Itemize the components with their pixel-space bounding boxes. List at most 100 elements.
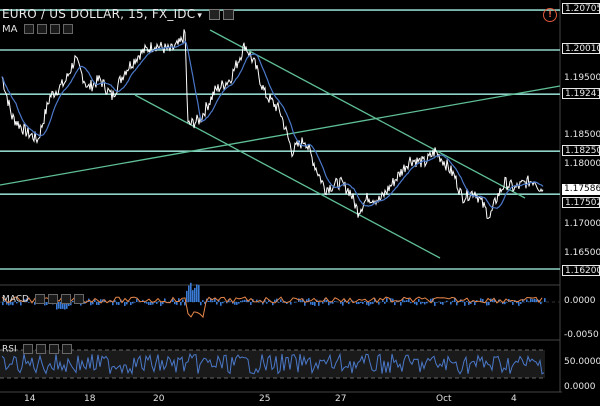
macd-histogram-bar — [378, 302, 380, 305]
price-label: 1.17502 — [562, 197, 600, 208]
macd-histogram-bar — [310, 302, 312, 305]
macd-histogram-bar — [384, 302, 386, 304]
macd-histogram-bar — [46, 302, 48, 306]
macd-histogram-bar — [520, 302, 522, 304]
macd-histogram-bar — [178, 298, 180, 302]
macd-histogram-bar — [352, 300, 354, 302]
macd-histogram-bar — [276, 298, 278, 302]
plus-icon[interactable] — [49, 24, 60, 34]
macd-histogram-bar — [130, 302, 132, 306]
macd-histogram-bar — [154, 302, 156, 303]
close-icon[interactable] — [62, 24, 73, 34]
macd-histogram-bar — [156, 302, 158, 304]
macd-histogram-bar — [20, 302, 22, 306]
macd-histogram-bar — [308, 298, 310, 302]
macd-histogram-bar — [188, 285, 190, 302]
macd-histogram-bar — [238, 302, 240, 304]
gear-icon[interactable] — [36, 24, 47, 34]
macd-histogram-bar — [200, 302, 202, 306]
macd-histogram-bar — [516, 302, 518, 304]
macd-histogram-bar — [194, 287, 196, 302]
rsi-axis-label: 50.0000 — [562, 357, 600, 368]
chevron-down-icon[interactable]: ▾ — [197, 11, 203, 21]
macd-histogram-bar — [144, 302, 146, 304]
macd-histogram-bar — [4, 300, 6, 302]
macd-histogram-bar — [274, 299, 276, 302]
settings-icon[interactable] — [209, 9, 221, 20]
macd-histogram-bar — [226, 302, 228, 304]
eye-icon[interactable] — [34, 294, 45, 304]
gear-icon[interactable] — [47, 294, 58, 304]
macd-histogram-bar — [192, 290, 194, 302]
macd-histogram-bar — [332, 302, 334, 304]
macd-histogram-bar — [246, 300, 248, 302]
eye-icon[interactable] — [23, 24, 34, 34]
macd-histogram-bar — [470, 302, 472, 304]
price-label: 1.19241 — [562, 88, 600, 99]
macd-histogram-bar — [416, 302, 418, 306]
macd-histogram-bar — [72, 300, 74, 302]
macd-histogram-bar — [294, 302, 296, 303]
macd-histogram-bar — [14, 301, 16, 302]
macd-histogram-bar — [216, 302, 218, 305]
symbol-title[interactable]: EURO / US DOLLAR, 15, FX_IDC ▾ — [2, 7, 235, 21]
eye-icon[interactable] — [22, 344, 33, 354]
macd-histogram-bar — [544, 298, 546, 302]
macd-histogram-bar — [244, 299, 246, 302]
rsi-indicator-label[interactable]: RSI — [2, 344, 72, 355]
macd-histogram-bar — [394, 302, 396, 306]
gear-icon[interactable] — [35, 344, 46, 354]
macd-histogram-bar — [466, 301, 468, 302]
plus-icon[interactable] — [60, 294, 71, 304]
rsi-label-text: RSI — [2, 344, 17, 355]
plus-icon[interactable] — [48, 344, 59, 354]
macd-histogram-bar — [34, 302, 36, 305]
macd-histogram-bar — [182, 299, 184, 302]
macd-histogram-bar — [532, 299, 534, 302]
macd-histogram-bar — [92, 302, 94, 305]
macd-indicator-label[interactable]: MACD — [2, 294, 84, 305]
macd-histogram-bar — [162, 302, 164, 305]
price-label: 1.16200 — [562, 265, 600, 276]
macd-histogram-bar — [422, 302, 424, 304]
macd-histogram-bar — [474, 302, 476, 306]
macd-histogram-bar — [124, 302, 126, 306]
price-label: 1.20705 — [562, 3, 600, 14]
macd-histogram-bar — [60, 302, 62, 310]
close-icon[interactable] — [73, 294, 84, 304]
macd-histogram-bar — [330, 302, 332, 304]
exclamation-circle-icon[interactable]: ! — [543, 8, 557, 22]
moving-average-line — [1, 40, 544, 209]
macd-histogram-bar — [426, 302, 428, 304]
macd-histogram-bar — [408, 298, 410, 302]
macd-histogram-bar — [442, 302, 444, 305]
macd-label-text: MACD — [2, 294, 29, 305]
macd-histogram-bar — [234, 302, 236, 305]
macd-signal-line — [1, 296, 543, 319]
macd-histogram-bar — [312, 302, 314, 306]
macd-histogram-bar — [414, 302, 416, 305]
macd-histogram-bar — [356, 302, 358, 305]
macd-histogram-bar — [240, 300, 242, 302]
ma-indicator-label[interactable]: MA — [2, 24, 73, 35]
macd-histogram-bar — [8, 302, 10, 306]
macd-histogram-bar — [266, 302, 268, 304]
macd-histogram-bar — [118, 302, 120, 305]
macd-axis-label: 0.0000 — [562, 296, 600, 307]
macd-histogram-bar — [16, 302, 18, 304]
macd-histogram-bar — [210, 298, 212, 302]
macd-histogram-bar — [116, 302, 118, 305]
macd-histogram-bar — [482, 298, 484, 302]
macd-histogram-bar — [324, 298, 326, 302]
macd-histogram-bar — [272, 302, 274, 306]
macd-histogram-bar — [360, 302, 362, 304]
close-icon[interactable] — [61, 344, 72, 354]
macd-histogram-bar — [410, 302, 412, 304]
macd-histogram-bar — [424, 302, 426, 305]
macd-histogram-bar — [256, 299, 258, 302]
macd-histogram-bar — [90, 302, 92, 306]
close-icon[interactable] — [223, 9, 235, 20]
macd-histogram-bar — [220, 302, 222, 306]
macd-histogram-bar — [258, 302, 260, 303]
